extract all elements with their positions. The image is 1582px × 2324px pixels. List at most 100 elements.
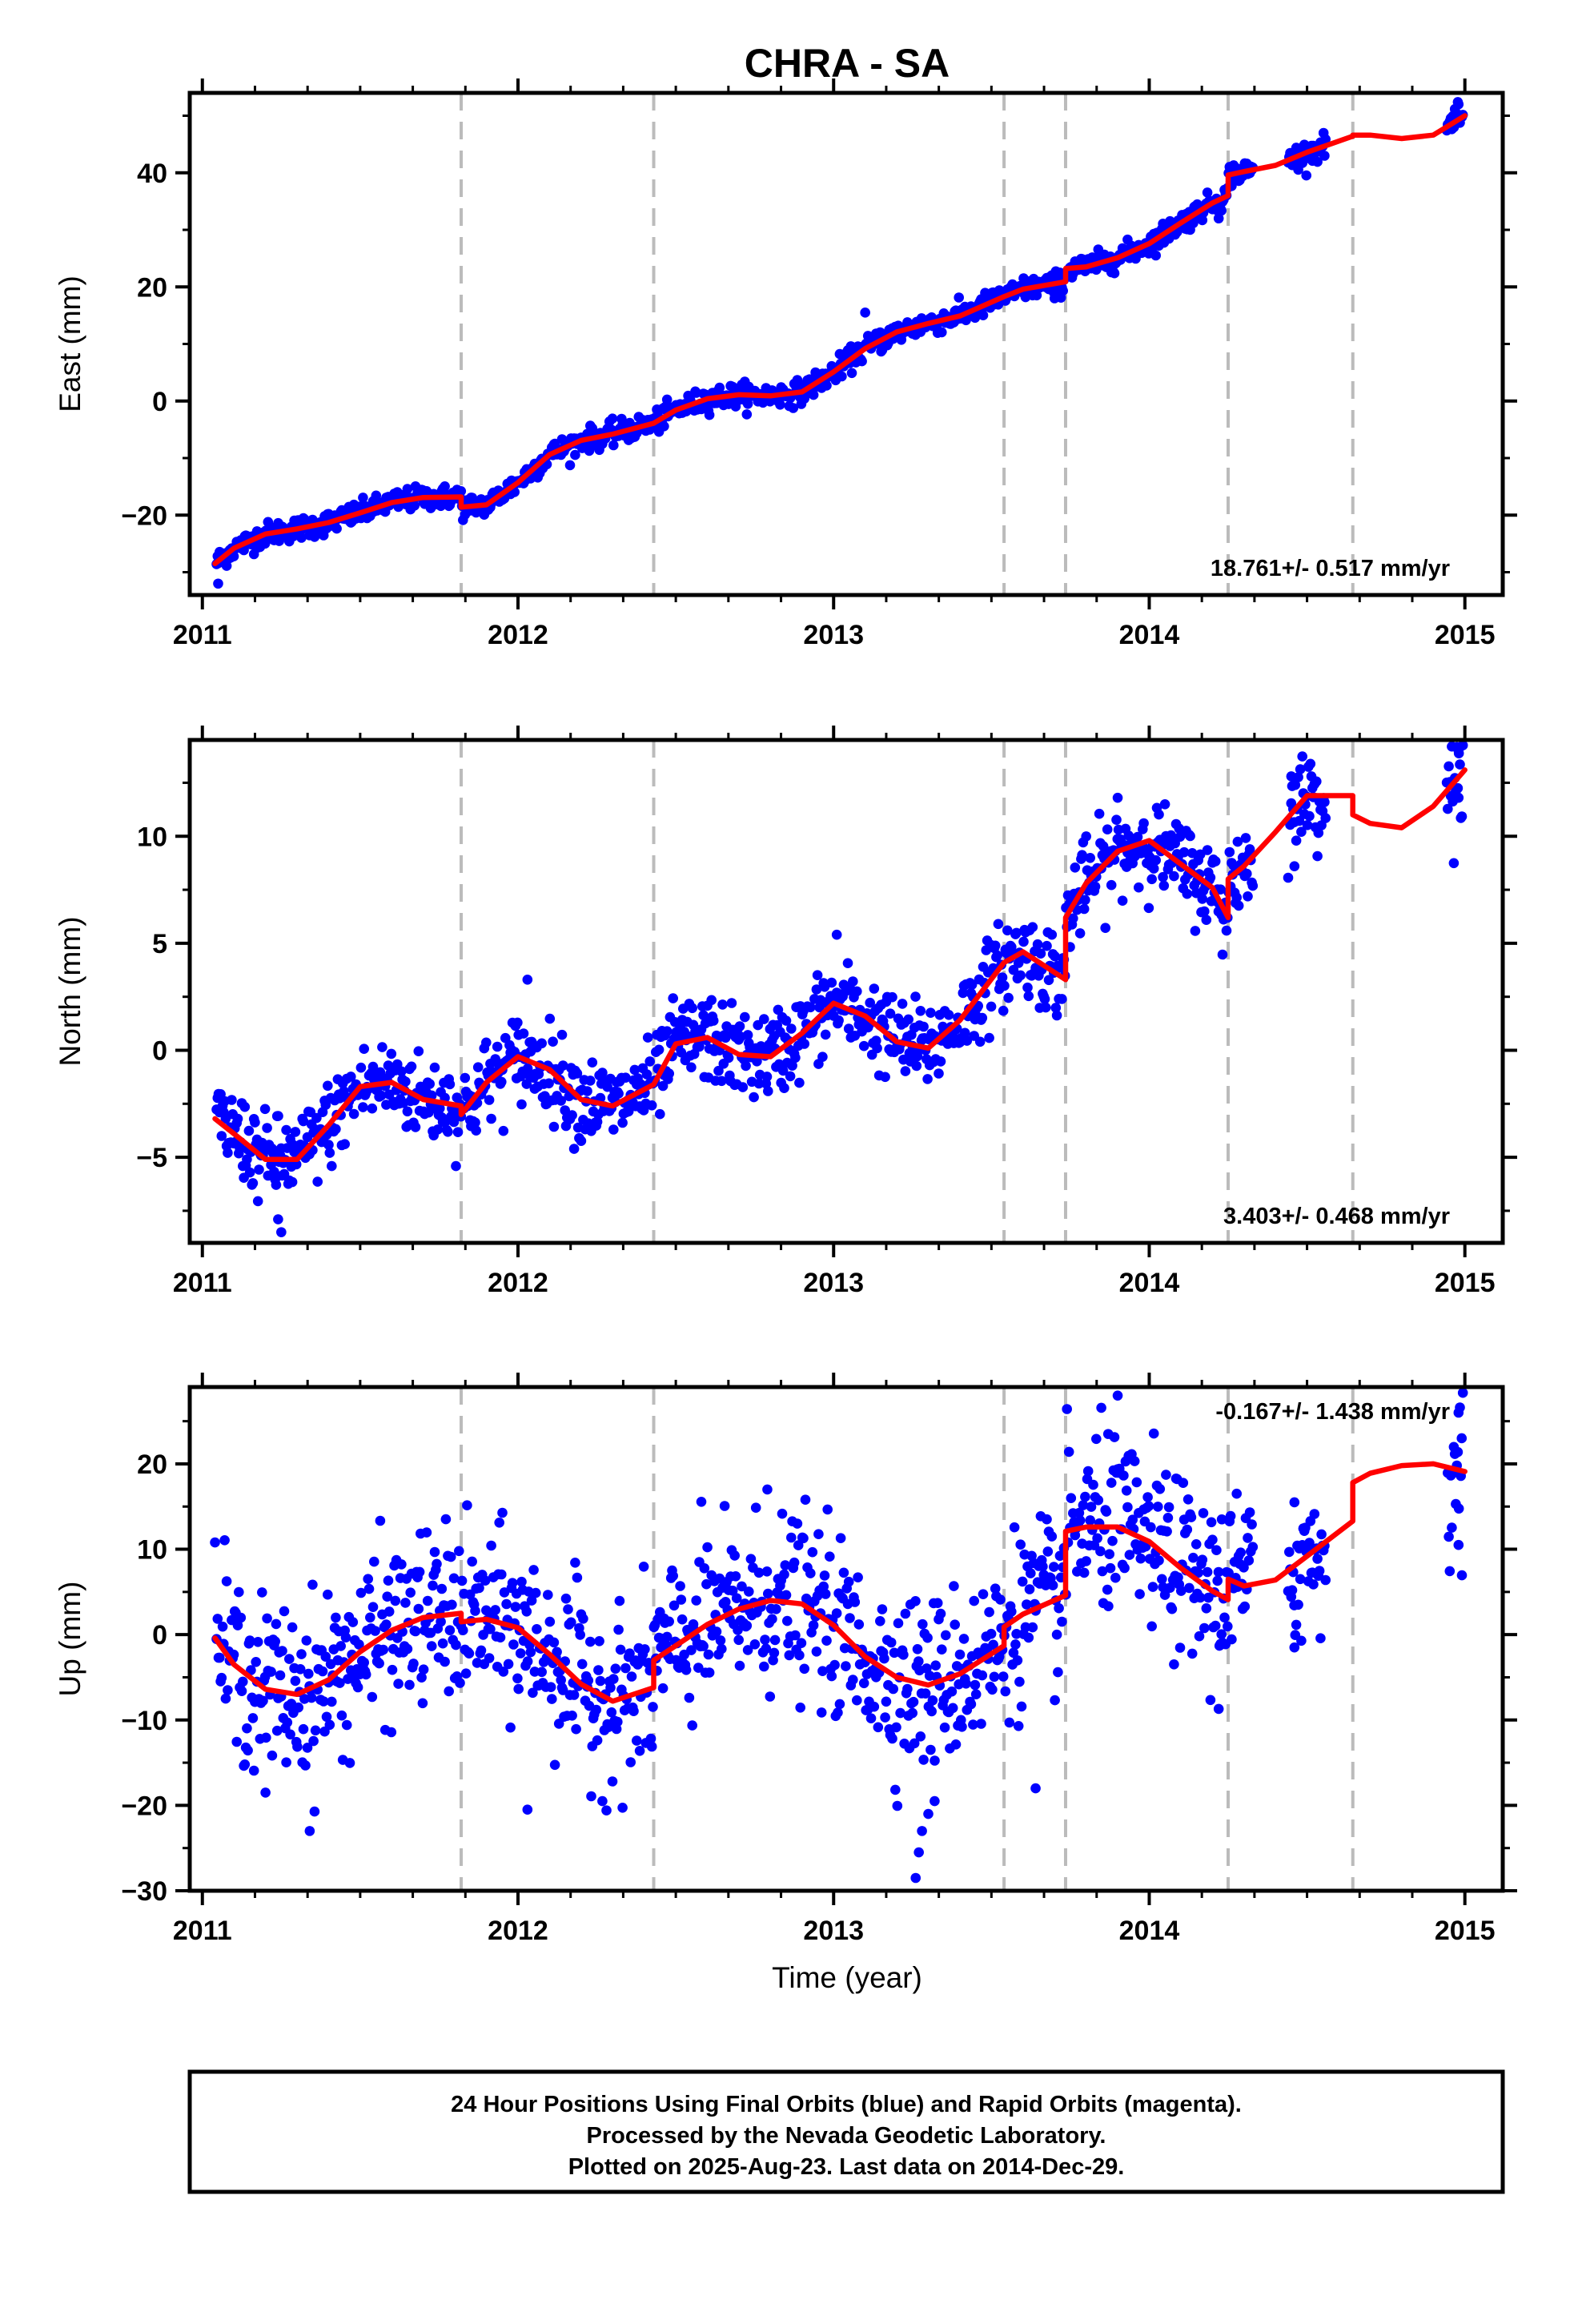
data-point xyxy=(941,1630,951,1641)
data-point xyxy=(568,1144,580,1154)
data-point xyxy=(909,1738,920,1749)
data-point xyxy=(749,1092,759,1103)
data-point xyxy=(1316,1529,1327,1540)
data-point xyxy=(995,1594,1006,1605)
data-point xyxy=(1017,1576,1028,1587)
data-point xyxy=(900,1066,911,1076)
data-point xyxy=(935,1056,946,1067)
data-point xyxy=(704,1667,715,1678)
data-point xyxy=(1062,1404,1072,1414)
data-point xyxy=(989,1671,1000,1683)
data-point xyxy=(1102,1584,1113,1595)
data-point xyxy=(888,1683,898,1695)
data-point xyxy=(796,1638,807,1648)
data-point xyxy=(1020,1622,1031,1633)
data-point xyxy=(1314,1566,1325,1576)
data-point xyxy=(608,440,619,451)
y-tick-label: 0 xyxy=(152,387,167,417)
data-point xyxy=(592,1735,603,1746)
data-point xyxy=(387,1664,398,1675)
data-point xyxy=(1290,779,1301,790)
data-point xyxy=(331,1124,341,1135)
east-points xyxy=(211,97,1468,589)
data-point xyxy=(1210,856,1221,866)
data-point xyxy=(1023,991,1034,1002)
data-point xyxy=(958,1634,970,1644)
data-point xyxy=(1104,1549,1114,1559)
data-point xyxy=(556,1029,568,1040)
data-point xyxy=(572,1572,583,1583)
data-point xyxy=(575,1630,585,1640)
data-point xyxy=(763,1086,773,1096)
data-point xyxy=(536,1038,547,1049)
data-point xyxy=(1063,1446,1074,1458)
data-point xyxy=(271,1618,282,1630)
data-point xyxy=(607,413,618,424)
data-point xyxy=(1134,1589,1145,1599)
data-point xyxy=(1051,1010,1062,1021)
data-point xyxy=(1010,1639,1021,1650)
data-point xyxy=(1205,1695,1216,1706)
data-point xyxy=(1178,1478,1189,1488)
data-point xyxy=(300,1760,311,1771)
data-point xyxy=(464,1648,475,1659)
data-point xyxy=(1153,1502,1163,1512)
data-point xyxy=(877,1604,888,1614)
data-point xyxy=(1107,1535,1118,1546)
data-point xyxy=(717,1076,727,1087)
data-point xyxy=(871,1035,881,1046)
data-point xyxy=(1042,1514,1052,1525)
data-point xyxy=(625,1757,636,1767)
data-point xyxy=(1035,948,1046,959)
data-point xyxy=(1009,1522,1020,1533)
data-point xyxy=(1068,913,1078,924)
data-point xyxy=(676,1594,687,1605)
data-point xyxy=(1243,1533,1253,1543)
data-point xyxy=(1112,1390,1123,1401)
east-fit xyxy=(212,113,1468,567)
data-point xyxy=(494,1518,504,1528)
data-point xyxy=(308,1735,319,1747)
data-point xyxy=(807,1546,818,1558)
data-point xyxy=(1182,1494,1194,1505)
data-point xyxy=(239,1759,251,1770)
data-point xyxy=(374,1658,384,1669)
data-point xyxy=(341,1719,352,1731)
data-point xyxy=(536,1667,547,1678)
data-point xyxy=(1178,846,1190,858)
data-point xyxy=(968,1719,978,1730)
data-point xyxy=(645,1733,656,1744)
data-point xyxy=(771,1604,781,1614)
data-point xyxy=(1213,213,1224,224)
data-point xyxy=(826,977,837,988)
data-point xyxy=(486,1113,496,1124)
data-point xyxy=(733,1634,744,1646)
data-point xyxy=(367,1602,379,1612)
data-point xyxy=(1296,826,1307,837)
data-point xyxy=(331,1612,341,1623)
data-point xyxy=(1453,1539,1464,1550)
fit-line xyxy=(212,1461,1468,1704)
data-point xyxy=(792,1518,803,1529)
data-point xyxy=(781,1590,792,1601)
data-point xyxy=(920,1688,931,1699)
data-point xyxy=(436,1616,446,1627)
footer-box: 24 Hour Positions Using Final Orbits (bl… xyxy=(187,2069,1505,2194)
data-point xyxy=(661,1631,673,1642)
data-point xyxy=(946,1686,958,1697)
data-point xyxy=(962,1035,973,1046)
data-point xyxy=(1219,1612,1230,1623)
data-point xyxy=(762,1484,773,1495)
data-point xyxy=(986,1628,997,1639)
data-point xyxy=(281,1124,291,1136)
data-point xyxy=(782,1615,793,1626)
footer-line-3: Plotted on 2025-Aug-23. Last data on 201… xyxy=(568,2154,1125,2180)
y-tick-label: 0 xyxy=(152,1035,167,1066)
north-fit xyxy=(212,767,1468,1163)
data-point xyxy=(1444,1566,1456,1577)
data-point xyxy=(1040,1580,1051,1590)
data-point xyxy=(1091,1433,1102,1445)
data-point xyxy=(734,1660,745,1671)
data-point xyxy=(363,1583,375,1594)
data-point xyxy=(386,1727,397,1738)
